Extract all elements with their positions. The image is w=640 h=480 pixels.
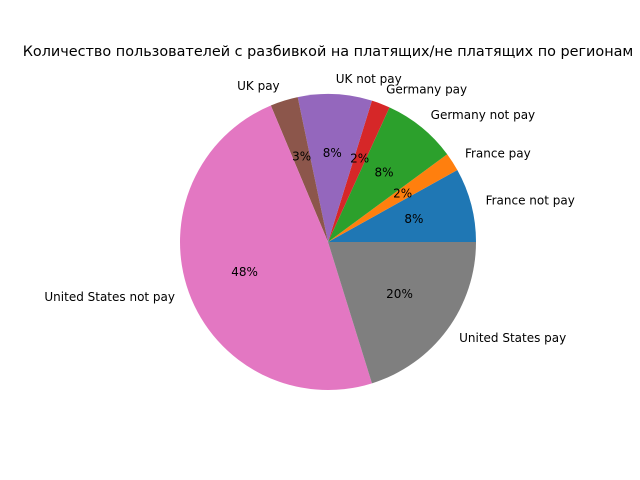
slice-label-france-pay: France pay: [465, 146, 531, 160]
pie-slice-germany-pay: [328, 100, 390, 242]
slice-percent-uk-pay: 3%: [292, 150, 311, 164]
pie-slice-united-states-not-pay: [180, 105, 372, 391]
pie-labels: France not pay 8% France pay 2% Germany not …: [44, 72, 574, 345]
slice-percent-united-states-pay: 20%: [386, 287, 413, 301]
slice-percent-uk-not-pay: 8%: [323, 146, 342, 160]
slice-label-united-states-pay: United States pay: [459, 331, 566, 345]
pie-slice-germany-not-pay: [328, 107, 448, 243]
slice-percent-france-not-pay: 8%: [404, 212, 423, 226]
slice-percent-united-states-not-pay: 48%: [231, 265, 258, 279]
pie-slices: [180, 93, 477, 391]
slice-percent-germany-not-pay: 8%: [374, 166, 393, 180]
pie-slice-france-pay: [328, 154, 458, 242]
pie-slice-united-states-pay: [328, 242, 476, 384]
slice-percent-france-pay: 2%: [393, 186, 412, 200]
slice-label-uk-pay: UK pay: [237, 79, 280, 93]
slice-percent-germany-pay: 2%: [350, 152, 369, 166]
pie-slice-uk-pay: [270, 97, 328, 243]
slice-label-uk-not-pay: UK not pay: [336, 72, 402, 86]
slice-label-germany-pay: Germany pay: [386, 82, 467, 96]
pie-slice-france-not-pay: [328, 170, 477, 242]
chart-title: Количество пользователей с разбивкой на …: [23, 44, 634, 60]
slice-label-france-not-pay: France not pay: [486, 194, 575, 208]
pie-slice-uk-not-pay: [297, 93, 372, 242]
slice-label-united-states-not-pay: United States not pay: [44, 290, 175, 304]
slice-label-germany-not-pay: Germany not pay: [431, 108, 536, 122]
